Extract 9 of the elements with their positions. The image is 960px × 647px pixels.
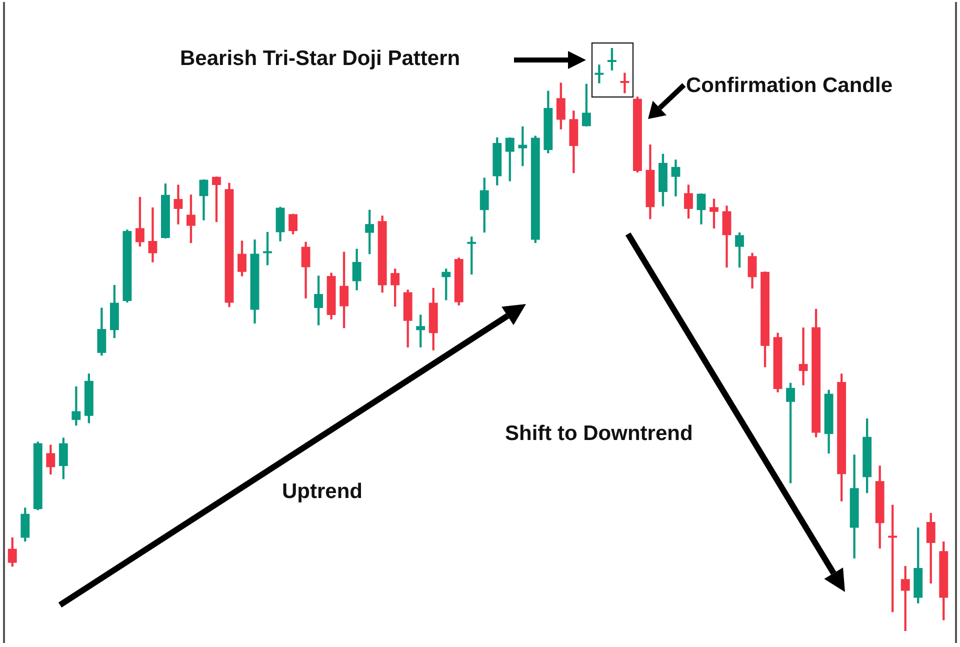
candlestick (594, 64, 604, 84)
annotation: Confirmation Candle (686, 74, 893, 98)
annotation: Shift to Downtrend (505, 422, 693, 446)
candlestick (798, 328, 808, 386)
candlestick (888, 504, 898, 612)
candlestick (620, 72, 630, 94)
annotation: Uptrend (282, 480, 362, 504)
annotation: Bearish Tri-Star Doji Pattern (180, 47, 460, 71)
candlestick (148, 207, 158, 262)
